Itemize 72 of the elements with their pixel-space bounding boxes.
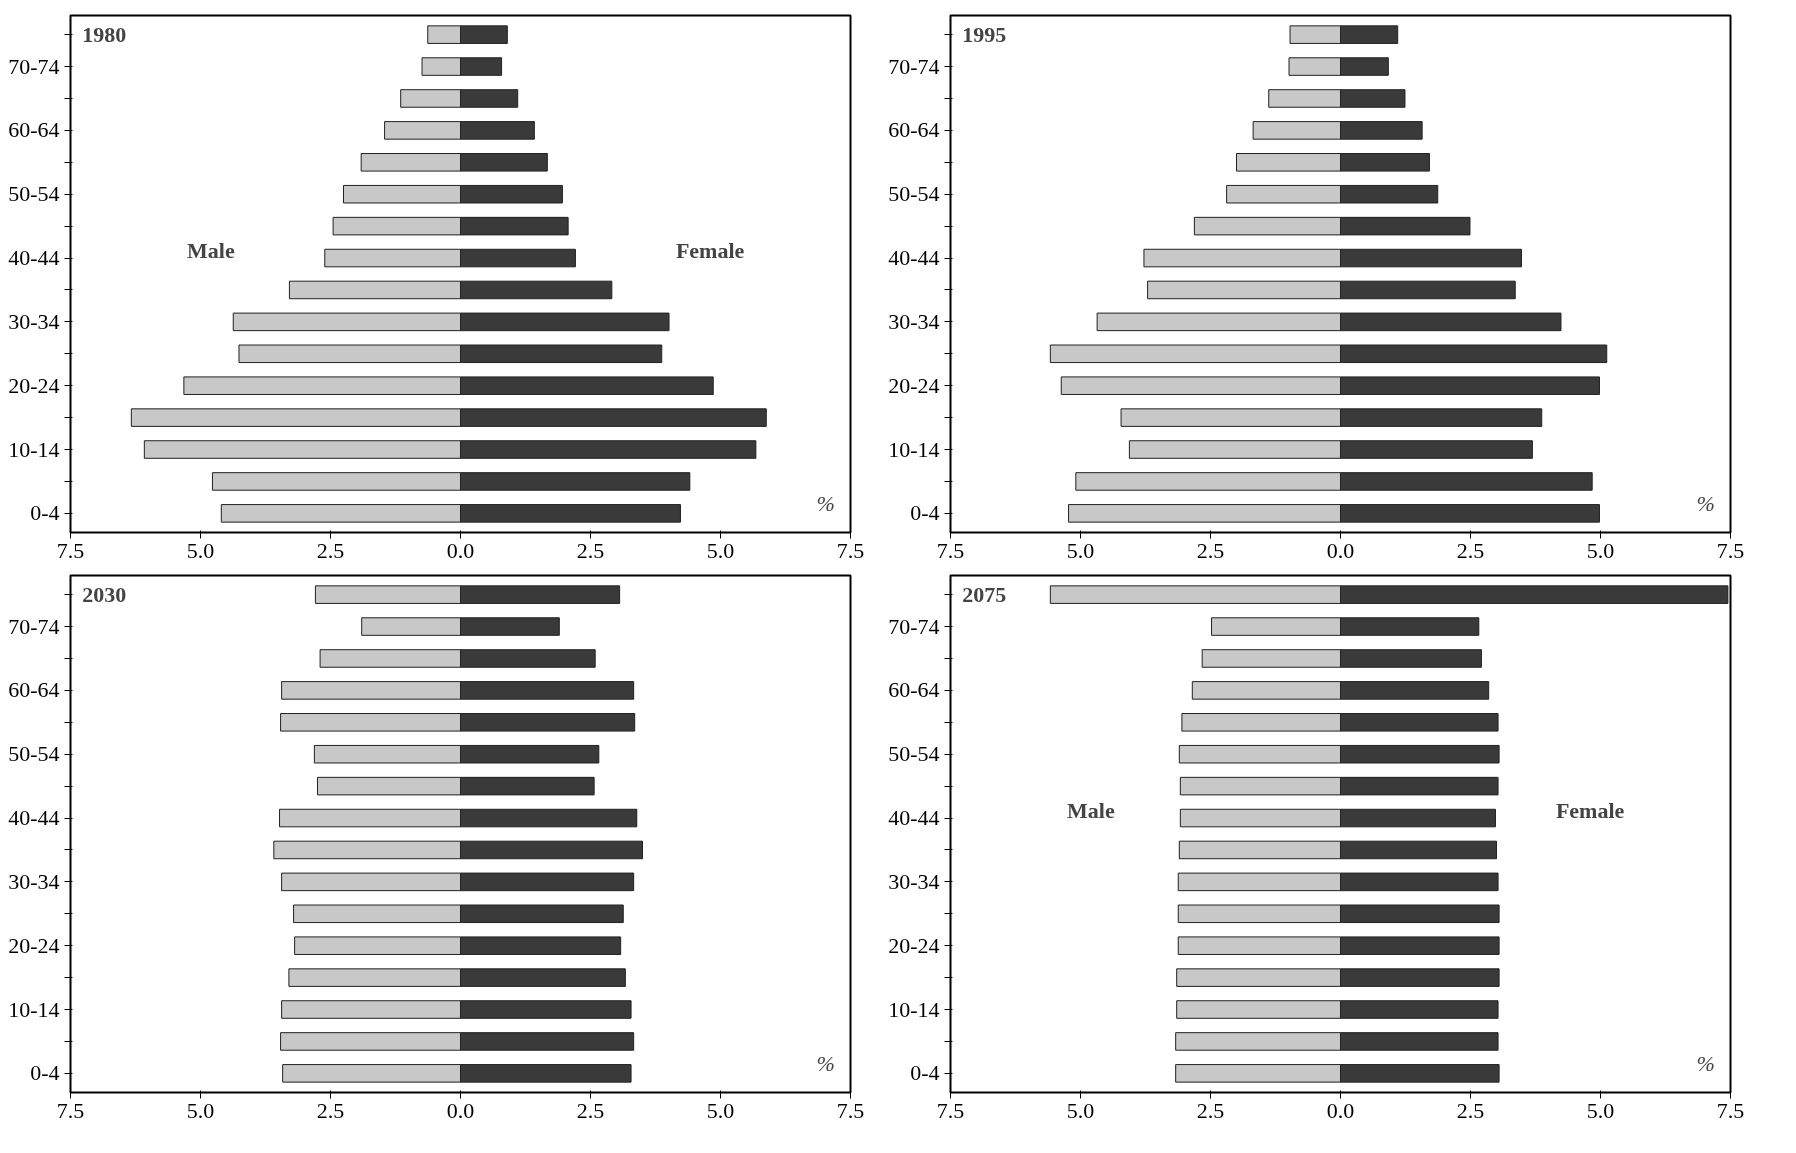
chart-title: 2075 bbox=[962, 581, 1007, 607]
x-tick-label: 2.5 bbox=[1456, 537, 1485, 563]
x-tick-label: 2.5 bbox=[316, 537, 345, 563]
y-tick-label: 10-14 bbox=[8, 996, 60, 1022]
y-tick-label: 30-34 bbox=[888, 868, 940, 894]
y-tick-label: 10-14 bbox=[8, 436, 60, 462]
text: Male bbox=[187, 237, 235, 263]
x-tick-label: 5.0 bbox=[1066, 1097, 1095, 1123]
x-tick-label: 2.5 bbox=[1456, 1097, 1485, 1123]
y-tick-label: 30-34 bbox=[8, 868, 60, 894]
text: Female bbox=[675, 237, 745, 263]
x-tick-label: 7.5 bbox=[836, 1097, 865, 1123]
y-tick-label: 0-4 bbox=[30, 1060, 60, 1086]
y-tick-label: 70-74 bbox=[888, 53, 940, 79]
x-tick-label: 0.0 bbox=[446, 1097, 475, 1123]
x-tick-label: 2.5 bbox=[576, 537, 605, 563]
y-tick-label: 40-44 bbox=[888, 245, 940, 271]
x-tick-label: 5.0 bbox=[1586, 537, 1615, 563]
y-tick-label: 70-74 bbox=[8, 53, 60, 79]
annotation: % bbox=[1696, 1051, 1715, 1077]
x-tick-label: 2.5 bbox=[576, 1097, 605, 1123]
y-tick-label: 20-24 bbox=[8, 372, 60, 398]
y-tick-label: 50-54 bbox=[8, 181, 60, 207]
chart-title: 1995 bbox=[962, 21, 1007, 47]
annotation: % bbox=[816, 491, 835, 517]
x-tick-label: 5.0 bbox=[1586, 1097, 1615, 1123]
y-tick-label: 50-54 bbox=[888, 741, 940, 767]
x-tick-label: 5.0 bbox=[706, 1097, 735, 1123]
x-tick-label: 7.5 bbox=[1716, 537, 1745, 563]
y-tick-label: 70-74 bbox=[8, 613, 60, 639]
text: Female bbox=[1555, 797, 1625, 823]
y-tick-label: 0-4 bbox=[910, 1060, 940, 1086]
y-tick-label: 50-54 bbox=[8, 741, 60, 767]
x-tick-label: 7.5 bbox=[936, 537, 965, 563]
x-tick-label: 5.0 bbox=[186, 1097, 215, 1123]
y-tick-label: 60-64 bbox=[888, 117, 940, 143]
x-tick-label: 7.5 bbox=[936, 1097, 965, 1123]
y-tick-label: 60-64 bbox=[888, 677, 940, 703]
y-tick-label: 40-44 bbox=[888, 805, 940, 831]
chart-title: 2030 bbox=[82, 581, 127, 607]
y-tick-label: 20-24 bbox=[888, 932, 940, 958]
x-tick-label: 0.0 bbox=[446, 537, 475, 563]
y-tick-label: 10-14 bbox=[888, 996, 940, 1022]
x-tick-label: 5.0 bbox=[186, 537, 215, 563]
x-tick-label: 0.0 bbox=[1326, 537, 1355, 563]
x-tick-label: 7.5 bbox=[56, 1097, 85, 1123]
y-tick-label: 40-44 bbox=[8, 245, 60, 271]
y-tick-label: 30-34 bbox=[8, 308, 60, 334]
x-tick-label: 7.5 bbox=[1716, 1097, 1745, 1123]
annotation: % bbox=[816, 1051, 835, 1077]
y-tick-label: 0-4 bbox=[910, 500, 940, 526]
annotation: % bbox=[1696, 491, 1715, 517]
text: Male bbox=[1067, 797, 1115, 823]
y-tick-label: 10-14 bbox=[888, 436, 940, 462]
y-tick-label: 20-24 bbox=[8, 932, 60, 958]
x-tick-label: 5.0 bbox=[706, 537, 735, 563]
x-tick-label: 2.5 bbox=[1196, 1097, 1225, 1123]
x-tick-label: 2.5 bbox=[1196, 537, 1225, 563]
x-tick-label: 7.5 bbox=[836, 537, 865, 563]
y-tick-label: 60-64 bbox=[8, 677, 60, 703]
chart-title: 1980 bbox=[82, 21, 127, 47]
y-tick-label: 30-34 bbox=[888, 308, 940, 334]
y-tick-label: 50-54 bbox=[888, 181, 940, 207]
y-tick-label: 40-44 bbox=[8, 805, 60, 831]
y-tick-label: 0-4 bbox=[30, 500, 60, 526]
x-tick-label: 5.0 bbox=[1066, 537, 1095, 563]
y-tick-label: 20-24 bbox=[888, 372, 940, 398]
x-tick-label: 0.0 bbox=[1326, 1097, 1355, 1123]
x-tick-label: 2.5 bbox=[316, 1097, 345, 1123]
y-tick-label: 70-74 bbox=[888, 613, 940, 639]
y-tick-label: 60-64 bbox=[8, 117, 60, 143]
x-tick-label: 7.5 bbox=[56, 537, 85, 563]
